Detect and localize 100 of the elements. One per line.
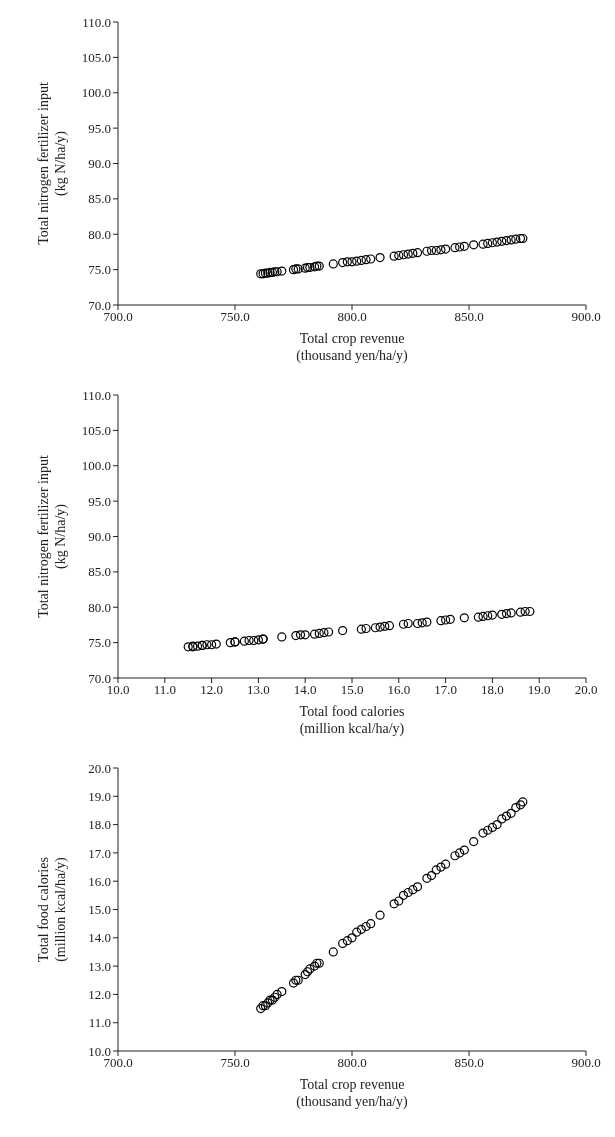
point <box>422 617 432 627</box>
y-tick-label: 11.0 <box>88 1015 111 1031</box>
point <box>436 862 446 872</box>
y-tick-label: 80.0 <box>88 599 111 615</box>
point <box>211 639 221 649</box>
point <box>366 919 376 929</box>
point <box>352 256 362 266</box>
point <box>450 851 460 861</box>
y-tick-label: 90.0 <box>88 156 111 172</box>
point <box>192 641 203 651</box>
point <box>403 249 413 259</box>
point <box>426 870 437 881</box>
x-tick-label: 800.0 <box>337 1055 367 1071</box>
point <box>356 924 366 934</box>
point <box>436 616 446 626</box>
point <box>515 607 526 617</box>
x-tick-label: 20.0 <box>574 682 598 698</box>
point <box>398 250 409 260</box>
point <box>408 885 418 895</box>
y-tick-label: 85.0 <box>88 191 111 207</box>
point <box>492 237 502 247</box>
point <box>338 257 348 268</box>
y-tick-label: 20.0 <box>88 760 111 776</box>
point <box>370 623 380 633</box>
point <box>398 619 409 629</box>
point <box>511 234 521 244</box>
y-tick-label: 100.0 <box>81 458 111 474</box>
point <box>497 609 507 619</box>
point <box>441 859 451 869</box>
point <box>253 635 263 645</box>
point <box>487 238 497 248</box>
point <box>412 248 423 258</box>
point <box>366 254 376 264</box>
point <box>380 621 390 631</box>
point <box>459 613 469 623</box>
y-tick-label: 105.0 <box>81 49 111 65</box>
y-tick-label: 13.0 <box>88 958 111 974</box>
point <box>501 811 512 821</box>
point <box>473 612 483 622</box>
y-tick-label: 75.0 <box>88 635 111 651</box>
point <box>375 910 385 920</box>
x-tick-label: 900.0 <box>571 1055 601 1071</box>
point <box>356 624 366 634</box>
y-tick-label: 80.0 <box>88 226 111 242</box>
x-tick-label: 900.0 <box>571 309 601 325</box>
point <box>469 836 479 847</box>
point <box>277 266 287 276</box>
y-tick-label: 14.0 <box>88 930 111 946</box>
point <box>319 628 329 638</box>
point <box>441 615 451 625</box>
point <box>291 630 301 641</box>
point <box>441 244 451 254</box>
point <box>450 243 460 253</box>
point <box>361 921 371 932</box>
point <box>478 239 488 249</box>
point <box>356 255 366 266</box>
point <box>506 808 516 818</box>
point <box>455 848 465 858</box>
point <box>520 606 530 617</box>
y-axis-title: Total nitrogen fertilizer input (kg N/ha/y) <box>36 82 69 245</box>
x-axis-title: Total food calories (million kcal/ha/y) <box>299 704 405 737</box>
y-tick-label: 17.0 <box>88 845 111 861</box>
y-tick-label: 95.0 <box>88 493 111 509</box>
point <box>478 828 488 838</box>
x-tick-label: 14.0 <box>293 682 317 698</box>
point <box>445 614 455 624</box>
y-tick-label: 15.0 <box>88 902 111 918</box>
y-tick-label: 16.0 <box>88 873 111 889</box>
point <box>483 611 493 621</box>
x-tick-label: 750.0 <box>220 1055 250 1071</box>
point <box>487 822 497 833</box>
point <box>295 630 306 640</box>
x-tick-label: 12.0 <box>200 682 223 698</box>
point <box>492 820 502 830</box>
point <box>207 640 217 650</box>
point <box>277 632 287 642</box>
point <box>478 611 488 622</box>
y-axis-title: Total nitrogen fertilizer input (kg N/ha/y) <box>36 455 69 618</box>
point <box>431 245 441 256</box>
point <box>347 257 357 267</box>
point <box>459 845 469 855</box>
point <box>389 251 399 261</box>
point <box>338 626 348 636</box>
point <box>497 814 507 824</box>
point <box>342 936 352 946</box>
point <box>483 825 493 835</box>
point <box>506 235 516 245</box>
x-tick-label: 17.0 <box>434 682 457 698</box>
point <box>394 896 404 906</box>
point <box>487 610 497 620</box>
point <box>249 635 259 646</box>
x-tick-label: 11.0 <box>153 682 176 698</box>
y-tick-label: 110.0 <box>82 14 111 30</box>
x-tick-label: 19.0 <box>527 682 551 698</box>
x-axis-title: Total crop revenue (thousand yen/ha/y) <box>296 331 409 364</box>
y-axis-title: Total food calories (million kcal/ha/y) <box>36 856 69 962</box>
point <box>361 623 371 634</box>
point <box>183 642 193 652</box>
x-tick-label: 850.0 <box>454 309 484 325</box>
y-tick-label: 75.0 <box>88 262 111 278</box>
